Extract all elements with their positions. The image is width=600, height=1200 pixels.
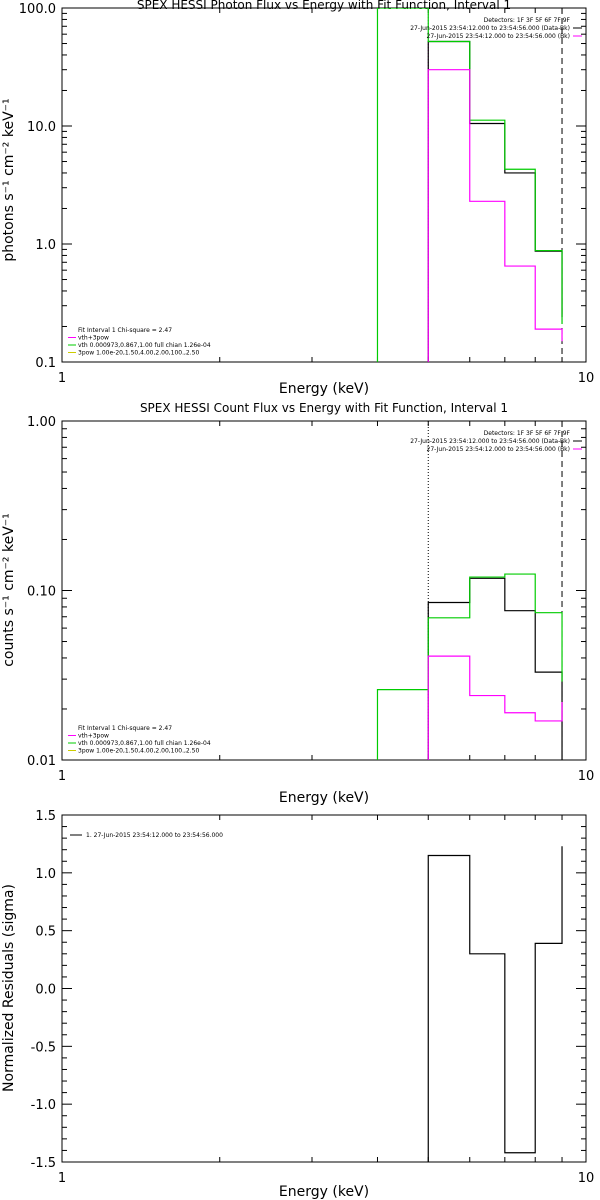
data-series-3	[427, 69, 563, 362]
data-series-1	[427, 577, 563, 760]
x-axis-label: Energy (keV)	[279, 381, 369, 397]
legend-entry: Fit Interval 1 Chi-square = 2.47	[78, 327, 172, 334]
x-tick-label: 10	[578, 371, 595, 386]
chart-panel-3: 1 10 -1.5 -1.0 -0.5 0.0 0.5 1.0 1.5 Energy (keV) N…	[1, 809, 594, 1200]
y-tick-label: 0.01	[27, 754, 56, 769]
legend-entry: 1. 27-Jun-2015 23:54:12.000 to 23:54:56.…	[86, 832, 223, 839]
x-axis-label: Energy (keV)	[279, 790, 369, 806]
y-axis-label: photons s⁻¹ cm⁻² keV⁻¹	[1, 98, 17, 261]
chart-title: SPEX HESSI Count Flux vs Energy with Fit…	[140, 401, 508, 415]
y-tick-label: 100.0	[19, 2, 56, 17]
chart-title: SPEX HESSI Photon Flux vs Energy with Fi…	[137, 0, 511, 12]
data-series-1	[427, 846, 563, 1162]
x-tick-label: 1	[58, 371, 66, 386]
legend-entry: 3pow 1.00e-20,1.50,4.00,2.00,100.,2.50	[78, 748, 199, 755]
data-area	[376, 421, 563, 760]
x-tick-label: 1	[58, 769, 66, 784]
info-line: 27-Jun-2015 23:54:12.000 to 23:54:56.000…	[427, 446, 570, 453]
y-tick-label: 1.0	[35, 238, 56, 253]
info-line: 27-Jun-2015 23:54:12.000 to 23:54:56.000…	[410, 438, 570, 445]
data-series-2	[376, 8, 563, 362]
y-tick-label: -1.5	[31, 1156, 56, 1171]
x-tick-label: 10	[578, 1171, 595, 1186]
legend-entry: 3pow 1.00e-20,1.50,4.00,2.00,100.,2.50	[78, 350, 199, 357]
data-area	[427, 846, 563, 1162]
legend-entry: vth+3pow	[78, 733, 109, 740]
y-tick-label: 0.1	[35, 356, 56, 371]
plot-frame	[61, 7, 587, 363]
chart-panel-1: SPEX HESSI Photon Flux vs Energy with Fi…	[1, 0, 594, 397]
y-tick-label: -1.0	[31, 1098, 56, 1113]
plot-frame	[61, 420, 587, 761]
info-line: 27-Jun-2015 23:54:12.000 to 23:54:56.000…	[427, 33, 570, 40]
data-series-2	[376, 573, 563, 760]
y-tick-label: 10.0	[27, 120, 56, 135]
info-line: 27-Jun-2015 23:54:12.000 to 23:54:56.000…	[410, 25, 570, 32]
legend-entry: vth+3pow	[78, 335, 109, 342]
info-line: Detectors: 1F 3F 5F 6F 7F 9F	[484, 17, 571, 24]
y-tick-label: 0.0	[35, 983, 56, 998]
y-axis-label: counts s⁻¹ cm⁻² keV⁻¹	[1, 513, 17, 667]
y-tick-label: 1.00	[27, 415, 56, 430]
x-tick-label: 10	[578, 769, 595, 784]
chart-panel-2: SPEX HESSI Count Flux vs Energy with Fit…	[1, 401, 594, 806]
y-tick-label: -0.5	[31, 1040, 56, 1055]
legend-entry: vth 0.000973,0.867,1.00 full chian 1.26e…	[78, 342, 211, 349]
plot-frame	[61, 814, 587, 1163]
legend-entry: vth 0.000973,0.867,1.00 full chian 1.26e…	[78, 740, 211, 747]
legend-entry: Fit Interval 1 Chi-square = 2.47	[78, 725, 172, 732]
info-line: Detectors: 1F 3F 5F 6F 7F 9F	[484, 430, 571, 437]
y-tick-label: 1.5	[35, 809, 56, 824]
x-axis-label: Energy (keV)	[279, 1184, 369, 1200]
y-tick-label: 0.10	[27, 585, 56, 600]
y-tick-label: 1.0	[35, 867, 56, 882]
y-axis-label: Normalized Residuals (sigma)	[1, 884, 17, 1092]
data-series-3	[427, 655, 563, 760]
y-tick-label: 0.5	[35, 925, 56, 940]
data-area	[376, 8, 563, 362]
x-tick-label: 1	[58, 1171, 66, 1186]
